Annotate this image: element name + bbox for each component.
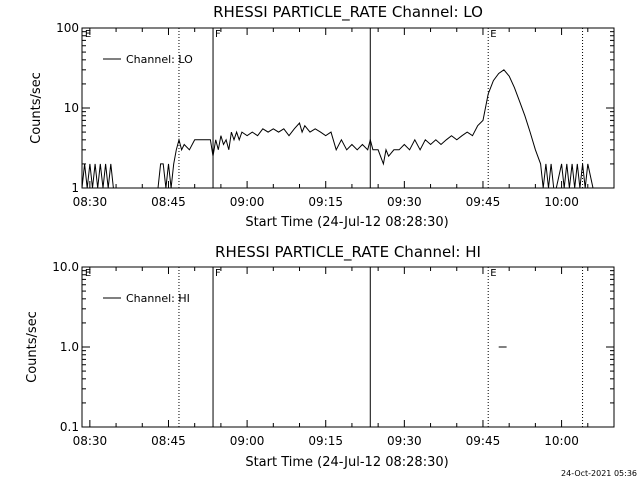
chart-title-lo: RHESSI PARTICLE_RATE Channel: LO: [213, 3, 483, 22]
series-line-lo-0: [81, 69, 594, 189]
x-tick-label-lo-6: 10:00: [544, 195, 579, 209]
x-tick-label-lo-1: 08:45: [151, 195, 186, 209]
x-tick-label-lo-3: 09:15: [308, 195, 343, 209]
y-tick-label-hi-1: 1.0: [60, 340, 79, 354]
x-tick-label-lo-0: 08:30: [73, 195, 108, 209]
x-axis-label-hi: Start Time (24-Jul-12 08:28:30): [245, 455, 448, 470]
x-axis-label-lo: Start Time (24-Jul-12 08:28:30): [245, 215, 448, 230]
y-tick-label-hi-0: 0.1: [60, 420, 79, 434]
marker-label-lo-0: E: [85, 29, 91, 40]
legend-lo: Channel: LO: [103, 53, 193, 66]
legend-label-lo: Channel: LO: [126, 53, 193, 66]
marker-label-hi-4: E: [490, 268, 496, 279]
x-tick-label-hi-0: 08:30: [73, 434, 108, 448]
legend-hi: Channel: HI: [103, 292, 190, 305]
x-tick-label-hi-5: 09:45: [466, 434, 501, 448]
y-tick-label-lo-2: 100: [56, 21, 79, 35]
marker-label-lo-2: F: [215, 29, 221, 40]
y-tick-label-lo-0: 1: [71, 181, 79, 195]
x-tick-label-hi-2: 09:00: [230, 434, 265, 448]
x-tick-label-hi-6: 10:00: [544, 434, 579, 448]
x-tick-label-lo-5: 09:45: [466, 195, 501, 209]
y-tick-label-hi-2: 10.0: [52, 260, 79, 274]
marker-label-hi-0: E: [85, 268, 91, 279]
y-tick-label-lo-1: 10: [64, 101, 79, 115]
marker-label-hi-2: F: [215, 268, 221, 279]
legend-label-hi: Channel: HI: [126, 292, 190, 305]
generation-timestamp: 24-Oct-2021 05:36: [561, 469, 637, 478]
x-tick-label-hi-1: 08:45: [151, 434, 186, 448]
x-tick-label-hi-4: 09:30: [387, 434, 422, 448]
x-tick-label-hi-3: 09:15: [308, 434, 343, 448]
chart-title-hi: RHESSI PARTICLE_RATE Channel: HI: [215, 243, 481, 262]
marker-label-lo-4: E: [490, 29, 496, 40]
x-tick-label-lo-4: 09:30: [387, 195, 422, 209]
chart-panel-hi: RHESSI PARTICLE_RATE Channel: HI E F E 08:…: [25, 243, 615, 470]
chart-panel-lo: RHESSI PARTICLE_RATE Channel: LO E F E 08:…: [29, 3, 615, 230]
y-axis-label-lo: Counts/sec: [29, 72, 44, 144]
plot-frame-hi: [81, 266, 615, 428]
y-axis-label-hi: Counts/sec: [25, 311, 40, 383]
x-tick-label-lo-2: 09:00: [230, 195, 265, 209]
